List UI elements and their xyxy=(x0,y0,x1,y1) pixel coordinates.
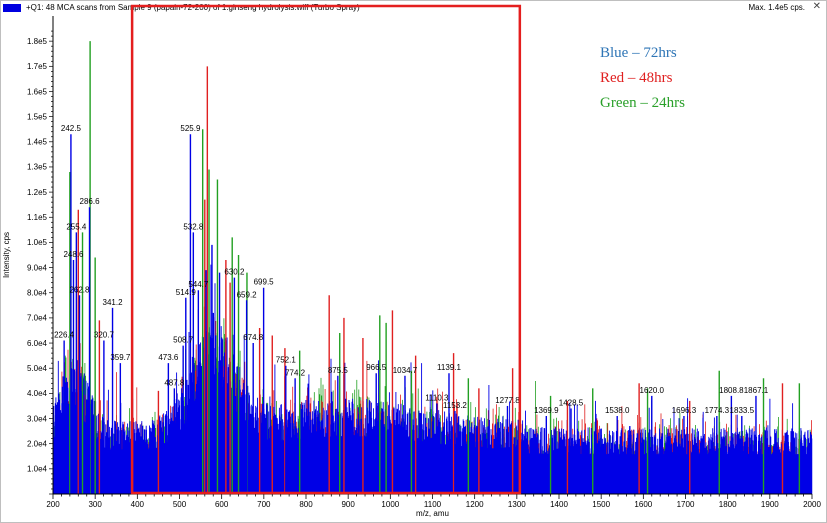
spectrum-title: +Q1: 48 MCA scans from Sample 9 (papain-… xyxy=(26,3,360,12)
peak-label: 320.7 xyxy=(94,331,115,340)
series-red xyxy=(77,66,784,494)
x-tick-label: 900 xyxy=(341,500,355,509)
x-tick-label: 1900 xyxy=(761,500,779,509)
peak-label: 630.2 xyxy=(224,268,245,277)
peak-label: 1833.5 xyxy=(730,406,755,415)
x-tick-label: 1400 xyxy=(550,500,568,509)
x-tick-label: 500 xyxy=(173,500,187,509)
y-tick-label: 3.0e4 xyxy=(27,414,48,423)
y-tick-label: 1.4e5 xyxy=(27,138,48,147)
peak-label: 1153.2 xyxy=(443,401,467,410)
blue-envelope-fill xyxy=(53,389,813,494)
y-tick-label: 1.0e4 xyxy=(27,465,48,474)
y-tick-label: 5.0e4 xyxy=(27,364,48,373)
spectrum-series xyxy=(63,41,801,494)
peak-label: 1867.1 xyxy=(744,386,769,395)
peak-label: 1428.5 xyxy=(559,398,584,407)
y-tick-label: 1.5e5 xyxy=(27,112,48,121)
peak-label: 255.4 xyxy=(66,222,87,231)
x-tick-label: 700 xyxy=(257,500,271,509)
legend-annotation-green: Green – 24hrs xyxy=(600,95,685,111)
peak-label: 1110.3 xyxy=(425,393,449,402)
peak-label: 875.5 xyxy=(328,366,349,375)
highlight-region-box xyxy=(130,4,522,495)
y-tick-label: 1.7e5 xyxy=(27,62,48,71)
y-tick-label: 9.0e4 xyxy=(27,263,48,272)
peak-label: 286.6 xyxy=(80,197,101,206)
header-bar: +Q1: 48 MCA scans from Sample 9 (papain-… xyxy=(0,0,827,16)
peak-label: 473.6 xyxy=(158,353,179,362)
y-tick-label: 1.2e5 xyxy=(27,188,48,197)
x-axis-label: m/z, amu xyxy=(416,509,449,518)
y-tick-label: 1.3e5 xyxy=(27,163,48,172)
x-tick-label: 1800 xyxy=(719,500,737,509)
y-tick-label: 1.6e5 xyxy=(27,87,48,96)
y-tick-label: 1.0e5 xyxy=(27,238,48,247)
peak-label: 242.5 xyxy=(61,124,82,133)
legend-annotation-red: Red – 48hrs xyxy=(600,70,673,86)
peak-label: 487.8 xyxy=(164,378,185,387)
peak-label: 532.8 xyxy=(183,222,204,231)
peak-label: 248.6 xyxy=(63,250,84,259)
peak-label: 341.2 xyxy=(103,298,124,307)
peak-label: 1369.9 xyxy=(534,406,559,415)
series-blue xyxy=(63,134,757,494)
peak-label: 752.1 xyxy=(276,356,297,365)
peak-label: 226.4 xyxy=(54,331,75,340)
peak-label: 508.7 xyxy=(173,336,194,345)
peak-label: 544.7 xyxy=(188,280,209,289)
trace-color-swatch xyxy=(3,4,21,12)
close-icon[interactable]: ✕ xyxy=(812,1,821,12)
y-tick-label: 8.0e4 xyxy=(27,289,48,298)
peak-labels: 242.5 286.6 255.4 248.6 262.8 341.2 320.7 226.4… xyxy=(54,124,769,415)
peak-label: 1139.1 xyxy=(437,363,461,372)
legend-annotation-blue: Blue – 72hrs xyxy=(600,45,677,61)
y-tick-label: 2.0e4 xyxy=(27,439,48,448)
y-tick-label: 6.0e4 xyxy=(27,339,48,348)
x-tick-label: 800 xyxy=(299,500,313,509)
x-tick-label: 200 xyxy=(46,500,60,509)
peak-label: 674.8 xyxy=(243,333,264,342)
y-tick-label: 7.0e4 xyxy=(27,314,48,323)
peak-label: 1034.7 xyxy=(393,366,418,375)
peak-label: 1277.8 xyxy=(495,396,520,405)
x-tick-label: 1500 xyxy=(592,500,610,509)
x-tick-label: 1300 xyxy=(508,500,526,509)
x-tick-label: 1200 xyxy=(466,500,484,509)
y-axis-label: Intensity, cps xyxy=(2,232,11,278)
peak-label: 1774.3 xyxy=(705,406,730,415)
peak-label: 774.2 xyxy=(285,368,306,377)
peak-label: 1696.3 xyxy=(672,406,697,415)
x-tick-label: 400 xyxy=(131,500,145,509)
y-tick-label: 1.1e5 xyxy=(27,213,48,222)
x-tick-label: 600 xyxy=(215,500,229,509)
peak-label: 1538.0 xyxy=(605,406,630,415)
y-tick-label: 1.8e5 xyxy=(27,37,48,46)
x-tick-label: 1700 xyxy=(677,500,695,509)
peak-label: 966.5 xyxy=(366,363,387,372)
x-tick-label: 2000 xyxy=(803,500,821,509)
peak-label: 1620.0 xyxy=(640,386,665,395)
peak-label: 1808.8 xyxy=(719,386,744,395)
peak-label: 262.8 xyxy=(69,285,90,294)
peak-label: 525.9 xyxy=(180,124,201,133)
x-tick-label: 300 xyxy=(88,500,102,509)
peak-label: 514.9 xyxy=(176,288,197,297)
max-intensity-label: Max. 1.4e5 cps. xyxy=(748,3,805,12)
peak-label: 659.2 xyxy=(237,290,258,299)
peak-label: 699.5 xyxy=(254,278,275,287)
x-tick-label: 1600 xyxy=(634,500,652,509)
x-tick-label: 1000 xyxy=(381,500,399,509)
x-tick-label: 1100 xyxy=(424,500,442,509)
peak-label: 359.7 xyxy=(110,353,131,362)
y-tick-label: 4.0e4 xyxy=(27,389,48,398)
